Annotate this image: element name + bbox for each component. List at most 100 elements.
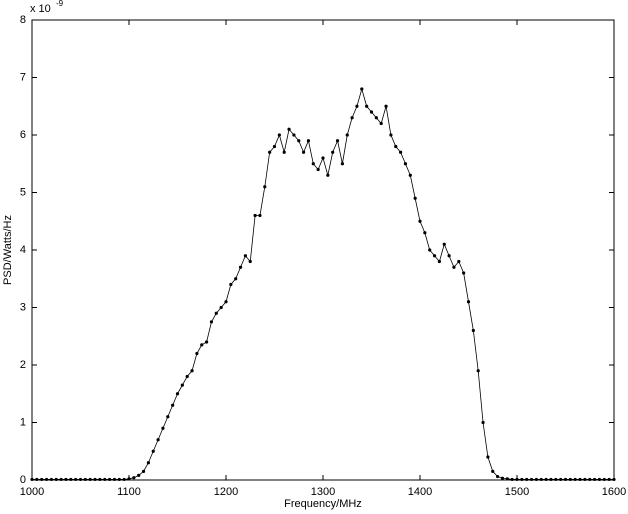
- data-point: [268, 150, 272, 154]
- y-tick-label: 8: [20, 14, 26, 26]
- data-point: [418, 219, 422, 223]
- x-tick-label: 1100: [117, 486, 141, 498]
- data-point: [54, 477, 58, 482]
- data-point: [457, 259, 461, 264]
- data-point: [360, 87, 364, 91]
- data-point: [597, 477, 602, 482]
- data-point: [578, 477, 582, 482]
- data-point: [413, 196, 417, 200]
- data-point: [466, 300, 471, 304]
- data-point: [486, 455, 490, 459]
- data-point: [98, 477, 102, 482]
- data-point: [103, 477, 107, 482]
- data-point: [175, 392, 180, 396]
- data-point: [35, 477, 39, 482]
- data-point: [195, 351, 199, 356]
- data-point: [452, 265, 456, 269]
- data-point: [447, 254, 451, 258]
- data-point: [515, 477, 519, 482]
- y-axis-label: PSD/Watts/Hz: [2, 215, 14, 285]
- data-point: [384, 104, 388, 108]
- data-point: [539, 477, 543, 482]
- data-point: [525, 477, 529, 482]
- data-point: [64, 477, 68, 482]
- data-point: [258, 213, 262, 218]
- data-point: [44, 477, 49, 482]
- data-point: [505, 477, 509, 481]
- data-point: [331, 150, 335, 154]
- data-point: [272, 144, 277, 149]
- data-point: [146, 461, 150, 465]
- data-point: [520, 477, 524, 482]
- data-point: [326, 173, 330, 177]
- data-point: [40, 477, 44, 482]
- data-point: [500, 476, 505, 480]
- data-point: [74, 477, 78, 482]
- plot-frame: [31, 19, 615, 481]
- data-point: [88, 477, 92, 482]
- data-point: [141, 469, 146, 473]
- data-point: [117, 477, 121, 482]
- x-tick-label: 1500: [505, 486, 529, 498]
- x-tick-label: 1200: [214, 486, 238, 498]
- data-point: [137, 473, 141, 477]
- data-point: [568, 477, 572, 482]
- data-point: [374, 116, 378, 120]
- data-point: [399, 150, 403, 154]
- data-point: [30, 477, 34, 482]
- data-point: [602, 477, 606, 482]
- data-point: [321, 156, 325, 160]
- data-point: [481, 420, 485, 425]
- data-point: [83, 477, 87, 482]
- data-point: [238, 265, 243, 269]
- data-point: [563, 477, 568, 482]
- data-point: [229, 282, 233, 287]
- x-tick-label: 1400: [408, 486, 432, 498]
- y-tick-label: 3: [20, 301, 26, 313]
- data-point: [93, 477, 97, 482]
- data-point: [311, 162, 315, 166]
- data-point: [365, 104, 369, 108]
- data-point: [496, 474, 500, 479]
- data-point: [78, 477, 83, 482]
- data-point: [588, 477, 592, 482]
- data-point: [423, 231, 427, 235]
- data-point: [132, 476, 136, 480]
- x-tick-label: 1300: [311, 486, 335, 498]
- data-point: [69, 477, 73, 482]
- data-point: [350, 116, 354, 120]
- y-tick-label: 2: [20, 359, 26, 371]
- data-point: [607, 477, 611, 482]
- data-point: [394, 144, 398, 149]
- y-tick-label: 6: [20, 129, 26, 141]
- data-point: [549, 477, 553, 482]
- data-point: [180, 383, 184, 387]
- data-point: [287, 127, 291, 131]
- data-point: [559, 477, 563, 482]
- data-point: [544, 477, 548, 482]
- data-point: [432, 254, 437, 258]
- data-point: [442, 242, 446, 246]
- y-tick-label: 5: [20, 186, 26, 198]
- data-point: [316, 167, 320, 172]
- data-point: [282, 150, 286, 154]
- data-point: [166, 415, 170, 419]
- x-tick-label: 1000: [20, 486, 44, 498]
- data-point: [529, 477, 534, 482]
- data-point: [554, 477, 558, 482]
- y-tick-label: 1: [20, 416, 26, 428]
- data-point: [355, 104, 359, 108]
- data-point: [171, 403, 175, 407]
- data-point: [340, 162, 344, 166]
- y-multiplier-base: x 10: [30, 3, 51, 15]
- data-point: [471, 328, 475, 333]
- data-point: [335, 139, 340, 143]
- data-point: [437, 259, 441, 264]
- data-point: [369, 110, 374, 114]
- data-point: [108, 477, 112, 482]
- data-point: [243, 254, 247, 258]
- data-point: [205, 340, 209, 344]
- y-tick-label: 7: [20, 71, 26, 83]
- data-point: [408, 173, 412, 177]
